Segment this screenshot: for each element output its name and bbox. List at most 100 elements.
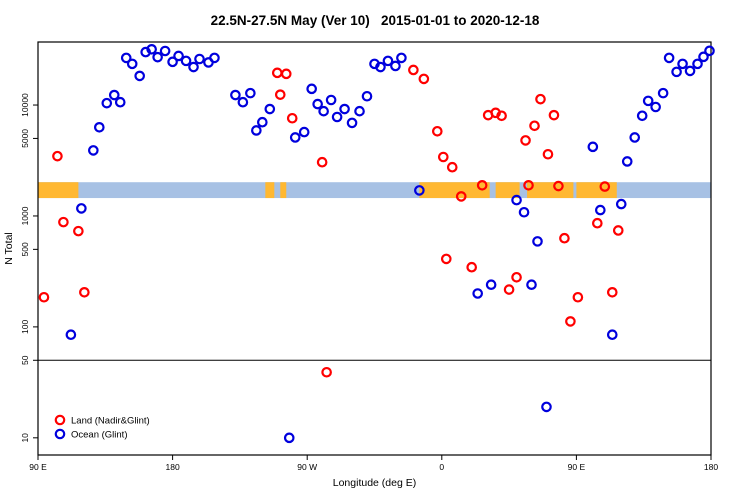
land-point bbox=[286, 112, 298, 124]
ocean-point bbox=[188, 61, 199, 73]
ocean-point bbox=[245, 87, 256, 99]
ocean-point bbox=[126, 58, 138, 70]
ocean-point bbox=[677, 58, 688, 70]
ocean-point bbox=[65, 329, 77, 341]
ocean-point bbox=[146, 43, 157, 55]
land-point bbox=[559, 232, 570, 244]
x-tick-label: 180 bbox=[166, 462, 180, 472]
x-axis-title: Longitude (deg E) bbox=[333, 477, 416, 489]
land-point bbox=[58, 216, 69, 228]
ocean-point bbox=[251, 125, 262, 136]
ocean-point bbox=[657, 87, 669, 99]
ocean-point bbox=[289, 132, 301, 143]
chart-title: 22.5N-27.5N May (Ver 10) 2015-01-01 to 2… bbox=[210, 13, 540, 28]
ocean-point bbox=[511, 194, 522, 206]
land-point bbox=[73, 225, 84, 237]
coastline-band-land bbox=[280, 182, 287, 199]
ocean-point bbox=[120, 52, 132, 64]
land-point bbox=[321, 366, 332, 378]
land-point bbox=[553, 180, 564, 192]
ocean-point bbox=[88, 145, 99, 156]
y-axis-title: N Total bbox=[3, 232, 15, 265]
ocean-point bbox=[283, 432, 295, 444]
coastline-band-land bbox=[419, 182, 490, 199]
ocean-point bbox=[94, 121, 105, 133]
legend-marker bbox=[54, 428, 66, 440]
coastline-band-land bbox=[576, 182, 617, 199]
land-point bbox=[440, 253, 452, 265]
x-tick-label: 90 E bbox=[29, 462, 47, 472]
ocean-point bbox=[354, 105, 365, 117]
ocean-point bbox=[152, 51, 163, 63]
land-point bbox=[455, 191, 467, 202]
land-point bbox=[418, 73, 430, 85]
land-point bbox=[565, 316, 576, 327]
coastline-band-land bbox=[495, 182, 520, 199]
land-point bbox=[466, 261, 478, 273]
ocean-point bbox=[629, 132, 641, 143]
land-point bbox=[572, 291, 584, 303]
land-point bbox=[432, 125, 443, 137]
legend-label: Land (Nadir&Glint) bbox=[71, 416, 150, 427]
ocean-point bbox=[684, 65, 696, 77]
ocean-point bbox=[257, 116, 268, 128]
land-point bbox=[548, 109, 560, 121]
ocean-point bbox=[414, 185, 425, 196]
coastline-band-land bbox=[527, 182, 574, 199]
land-point bbox=[535, 93, 546, 105]
land-point bbox=[38, 291, 50, 303]
x-tick-label: 0 bbox=[439, 462, 444, 472]
land-point bbox=[606, 287, 618, 298]
ocean-point bbox=[167, 56, 178, 68]
ocean-point bbox=[180, 55, 192, 67]
land-point bbox=[592, 217, 603, 229]
ocean-point bbox=[159, 45, 171, 57]
ocean-point bbox=[704, 45, 715, 57]
ocean-point bbox=[518, 206, 530, 218]
ocean-point bbox=[396, 52, 407, 64]
land-point bbox=[496, 110, 507, 122]
ocean-point bbox=[472, 288, 483, 299]
land-point bbox=[511, 271, 522, 283]
land-point bbox=[446, 161, 458, 173]
coastline-band-land bbox=[265, 182, 275, 199]
ocean-point bbox=[108, 89, 120, 101]
ocean-point bbox=[382, 55, 394, 67]
ocean-point bbox=[209, 52, 220, 64]
ocean-point bbox=[615, 198, 627, 210]
legend-label: Ocean (Glint) bbox=[71, 430, 128, 441]
y-tick-label: 500 bbox=[20, 242, 30, 256]
land-point bbox=[503, 284, 515, 295]
ocean-point bbox=[621, 156, 633, 167]
ocean-point bbox=[194, 53, 205, 65]
ocean-point bbox=[671, 66, 682, 78]
ocean-point bbox=[325, 94, 337, 106]
ocean-point bbox=[698, 51, 709, 63]
ocean-point bbox=[606, 329, 618, 341]
y-tick-label: 5000 bbox=[20, 129, 30, 148]
land-point bbox=[79, 287, 90, 298]
ocean-point bbox=[663, 52, 675, 64]
ocean-point bbox=[101, 97, 113, 109]
ocean-point bbox=[650, 101, 661, 113]
land-point bbox=[52, 150, 63, 162]
ocean-point bbox=[76, 203, 87, 214]
ocean-point bbox=[692, 58, 703, 70]
ocean-point bbox=[526, 279, 537, 291]
y-tick-label: 10000 bbox=[20, 93, 30, 117]
coastline-band-land bbox=[38, 182, 79, 199]
ocean-point bbox=[346, 117, 358, 129]
ocean-point bbox=[306, 83, 317, 95]
land-point bbox=[529, 120, 540, 132]
y-tick-label: 50 bbox=[20, 355, 30, 365]
ocean-point bbox=[595, 204, 606, 216]
ocean-point bbox=[636, 110, 648, 122]
land-point bbox=[437, 151, 449, 163]
x-tick-label: 180 bbox=[704, 462, 718, 472]
land-point bbox=[408, 64, 419, 76]
y-tick-label: 1000 bbox=[20, 206, 30, 225]
land-point bbox=[542, 148, 554, 160]
ocean-point bbox=[298, 126, 310, 138]
y-tick-label: 10 bbox=[20, 433, 30, 443]
